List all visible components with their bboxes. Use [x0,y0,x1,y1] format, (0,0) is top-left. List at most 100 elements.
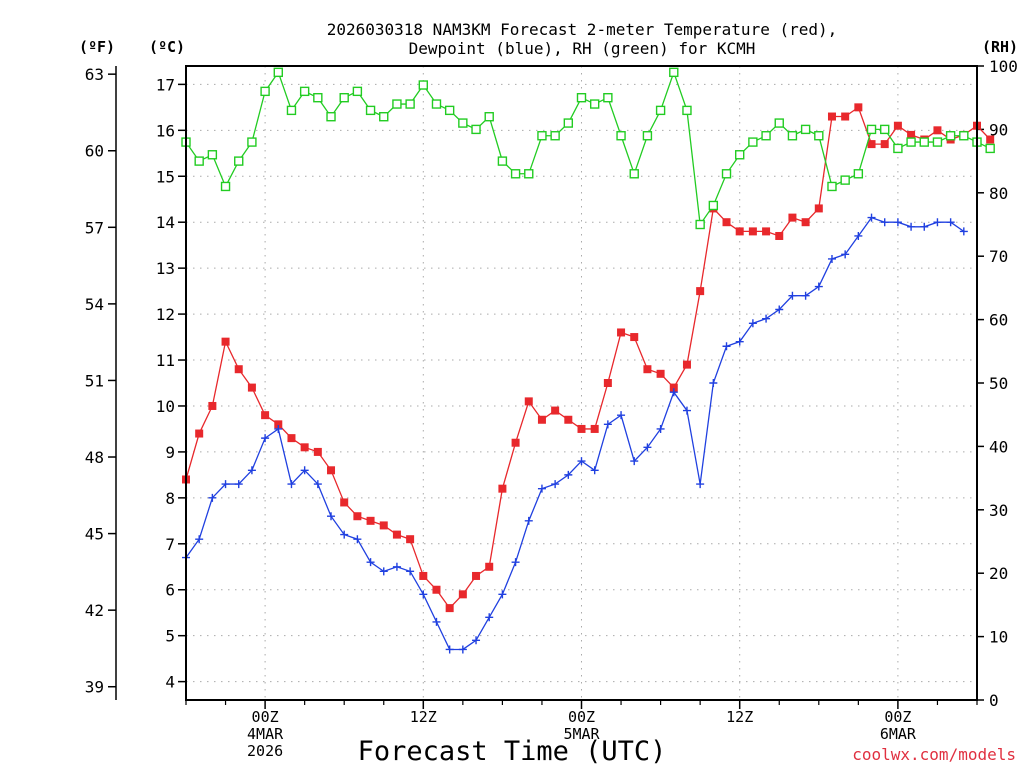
dewpoint-point [485,613,494,622]
dewpoint-point [959,227,968,236]
rh-point [603,92,613,103]
rh-point [313,92,323,103]
dewpoint-point [946,218,955,227]
celsius-tick-label: 11 [156,351,175,370]
rh-point [814,131,824,141]
dewpoint-point [564,470,573,479]
celsius-tick-label: 9 [165,443,175,462]
temperature-point [841,112,850,121]
dewpoint-point [392,562,401,571]
dewpoint-point [498,590,507,599]
rh-point [695,219,705,230]
rh-point [194,156,204,166]
dewpoint-point [748,319,757,328]
rh-point [932,137,943,147]
temperature-point [788,213,797,222]
time-tick-label: 00Z [252,708,279,726]
data-series [181,67,995,654]
rh-point [906,137,916,147]
plot-frame [185,65,978,701]
celsius-tick-label: 4 [165,673,175,692]
temperature-point [392,530,401,539]
dewpoint-point [379,567,388,576]
dewpoint-point [603,420,612,429]
temperature-point [195,429,204,438]
fahrenheit-axis: 39 42 45 48 51 54 57 60 63 [85,65,116,697]
rh-tick-label: 90 [989,120,1008,139]
dewpoint-point [893,218,902,227]
dewpoint-point [313,480,322,489]
dewpoint-point [419,590,428,599]
temperature-point [406,535,415,544]
celsius-tick-label: 15 [156,167,175,186]
dewpoint-point [340,530,349,539]
rh-tick-label: 70 [989,247,1008,266]
rh-tick-label: 60 [989,311,1008,330]
rh-point [708,200,719,211]
dewpoint-point [933,218,942,227]
temperature-point [353,512,362,521]
dewpoint-point [247,466,256,475]
dewpoint-point [524,516,533,525]
grid-lines [186,66,977,700]
celsius-tick-label: 10 [156,397,175,416]
rh-point [405,99,415,109]
dewpoint-point [195,535,204,544]
celsius-tick-label: 16 [156,121,175,140]
temperature-point [762,227,771,236]
dewpoint-point [327,512,336,521]
series-rh [181,67,995,230]
dewpoint-point [617,411,626,420]
temperature-point [472,571,481,580]
temperature-point [775,231,784,240]
fahrenheit-axis-unit: (ºF) [79,38,115,56]
dewpoint-point [551,480,560,489]
rh-tick-label: 10 [989,628,1008,647]
fahrenheit-tick-label: 60 [85,142,104,161]
rh-point [629,169,639,179]
chart-title: 2026030318 NAM3KM Forecast 2-meter Tempe… [327,20,838,39]
rh-point [352,86,363,97]
rh-point [893,143,903,154]
rh-point [774,118,784,128]
rh-tick-label: 20 [989,564,1008,583]
temperature-point [801,218,810,227]
temperature-point [247,383,256,392]
fahrenheit-tick-label: 63 [85,65,104,84]
temperature-point [208,401,217,410]
rh-point [510,169,521,179]
rh-point [431,99,442,109]
temperature-point [814,204,823,213]
temperature-point [577,424,586,433]
dewpoint-point [682,406,691,415]
temperature-point [313,447,322,456]
rh-point [379,112,389,122]
temperature-point [722,218,731,227]
credit-text: coolwx.com/models [852,745,1016,764]
time-tick-label: 2026 [247,742,283,760]
dewpoint-point [406,567,415,576]
temperature-point [458,590,467,599]
temperature-point [603,379,612,387]
rh-point [497,156,508,166]
temperature-point [880,140,889,149]
temperature-point [234,365,243,374]
dewpoint-point [814,282,823,291]
temperature-point [327,466,336,475]
temperature-point [907,130,916,139]
dewpoint-point [775,305,784,314]
temperature-point [827,112,836,121]
temperature-point [748,227,757,236]
rh-point [721,169,732,179]
temperature-point [564,415,573,424]
temperature-point [379,521,388,530]
dewpoint-point [827,254,836,263]
temperature-point [419,571,428,580]
rh-point [458,118,468,128]
temperature-point [986,135,995,144]
temperature-point [590,424,599,433]
rh-point [669,67,679,78]
dewpoint-point [353,535,362,544]
rh-tick-label: 0 [989,691,999,710]
dewpoint-point [867,213,876,222]
